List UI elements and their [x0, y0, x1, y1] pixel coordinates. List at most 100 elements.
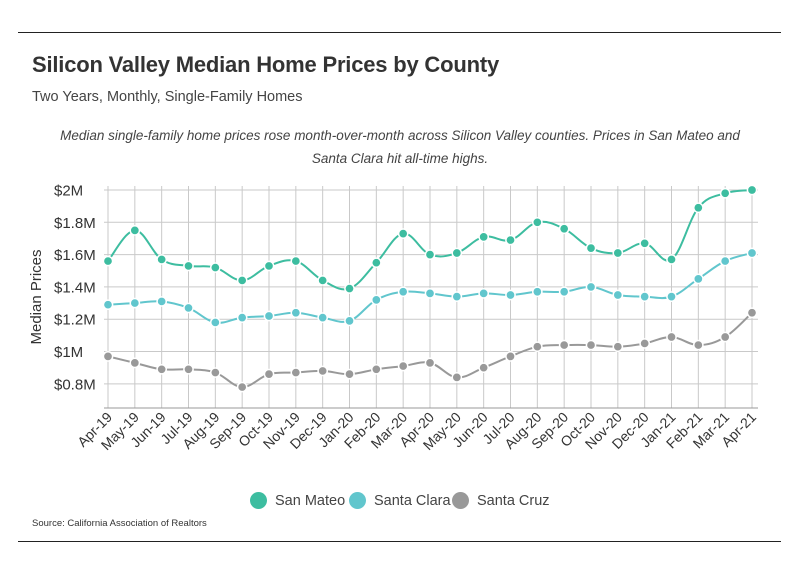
data-point-santa-cruz: [397, 360, 409, 372]
data-point-santa-clara: [397, 286, 409, 298]
data-point-santa-cruz: [263, 368, 275, 380]
data-point-santa-clara: [424, 288, 436, 299]
data-point-san-mateo: [424, 249, 436, 260]
y-tick-label: $1M: [54, 344, 83, 361]
data-point-san-mateo: [612, 247, 624, 259]
data-point-santa-clara: [451, 291, 463, 302]
data-point-santa-cruz: [156, 363, 168, 375]
data-point-santa-clara: [478, 288, 490, 299]
data-point-santa-cruz: [183, 363, 194, 375]
top-rule: [18, 32, 781, 33]
data-point-san-mateo: [102, 255, 114, 267]
data-point-san-mateo: [397, 228, 409, 239]
data-point-san-mateo: [129, 225, 141, 236]
data-point-san-mateo: [719, 187, 731, 199]
data-point-santa-clara: [344, 315, 355, 327]
data-point-santa-cruz: [236, 381, 248, 393]
data-point-san-mateo: [236, 275, 248, 286]
chart-description: Median single-family home prices rose mo…: [60, 128, 740, 166]
data-point-santa-cruz: [424, 357, 436, 369]
chart-subtitle: Two Years, Monthly, Single-Family Homes: [32, 89, 303, 105]
data-point-santa-clara: [236, 312, 248, 323]
y-tick-label: $0.8M: [54, 376, 96, 393]
y-tick-label: $2M: [54, 183, 83, 200]
data-point-santa-cruz: [719, 331, 731, 343]
legend: San Mateo Santa Clara Santa Cruz: [0, 492, 799, 514]
data-point-santa-cruz: [209, 367, 221, 378]
y-tick-label: $1.6M: [54, 247, 96, 264]
data-point-santa-clara: [129, 297, 141, 309]
data-point-santa-cruz: [585, 339, 597, 351]
data-point-santa-clara: [666, 291, 677, 302]
data-point-santa-cruz: [451, 372, 463, 383]
legend-swatch: [349, 492, 366, 509]
data-point-santa-clara: [639, 291, 651, 302]
data-point-santa-clara: [585, 281, 597, 293]
legend-swatch: [452, 492, 469, 509]
data-point-san-mateo: [531, 216, 543, 228]
data-point-san-mateo: [639, 237, 651, 249]
data-point-san-mateo: [505, 234, 516, 246]
data-point-santa-clara: [505, 289, 516, 301]
bottom-rule: [18, 541, 781, 542]
data-point-san-mateo: [585, 242, 597, 254]
data-point-santa-cruz: [370, 363, 382, 375]
data-point-san-mateo: [692, 202, 704, 214]
legend-swatch: [250, 492, 267, 509]
data-point-san-mateo: [183, 260, 194, 272]
data-point-santa-cruz: [344, 368, 355, 380]
data-point-santa-clara: [531, 286, 543, 298]
data-point-santa-cruz: [692, 339, 704, 351]
data-point-santa-clara: [183, 302, 194, 314]
data-point-santa-clara: [102, 299, 114, 311]
data-point-san-mateo: [370, 257, 382, 269]
data-point-santa-cruz: [558, 339, 570, 351]
data-point-san-mateo: [290, 255, 302, 267]
data-point-san-mateo: [478, 231, 490, 243]
data-point-santa-clara: [558, 286, 570, 298]
data-point-santa-clara: [263, 310, 275, 322]
data-point-santa-cruz: [505, 351, 516, 362]
legend-item: Santa Clara: [349, 492, 451, 509]
y-tick-label: $1.2M: [54, 312, 96, 329]
data-point-san-mateo: [317, 275, 329, 286]
data-point-santa-cruz: [746, 307, 758, 319]
y-axis-label: Median Prices: [28, 249, 45, 344]
data-point-santa-clara: [290, 307, 302, 319]
data-point-santa-cruz: [129, 357, 141, 369]
data-point-santa-cruz: [531, 341, 543, 353]
legend-label: Santa Cruz: [477, 492, 550, 509]
data-point-santa-clara: [209, 317, 221, 328]
data-point-san-mateo: [746, 184, 758, 196]
data-point-santa-clara: [719, 255, 731, 267]
data-point-san-mateo: [263, 260, 275, 272]
data-point-santa-cruz: [290, 367, 302, 378]
data-point-san-mateo: [451, 247, 463, 259]
data-point-santa-cruz: [102, 351, 114, 362]
data-point-santa-clara: [612, 289, 624, 301]
data-point-santa-cruz: [666, 331, 677, 343]
chart-title: Silicon Valley Median Home Prices by Cou…: [32, 52, 499, 77]
data-point-santa-clara: [370, 294, 382, 306]
data-point-santa-cruz: [317, 365, 329, 377]
data-point-san-mateo: [209, 262, 221, 273]
y-tick-label: $1.4M: [54, 279, 96, 296]
legend-label: San Mateo: [275, 492, 346, 509]
data-point-santa-clara: [692, 273, 704, 285]
data-point-san-mateo: [666, 254, 677, 265]
data-point-san-mateo: [156, 254, 168, 265]
legend-item: Santa Cruz: [452, 492, 550, 509]
data-point-santa-clara: [317, 312, 329, 323]
data-point-santa-cruz: [639, 338, 651, 349]
data-point-san-mateo: [558, 223, 570, 235]
data-point-santa-clara: [156, 296, 168, 307]
legend-item: San Mateo: [250, 492, 345, 509]
data-point-santa-cruz: [612, 341, 624, 353]
data-point-santa-cruz: [478, 362, 490, 374]
y-tick-label: $1.8M: [54, 215, 96, 232]
source-note: Source: California Association of Realto…: [32, 518, 207, 529]
data-point-san-mateo: [344, 283, 355, 294]
legend-label: Santa Clara: [374, 492, 451, 509]
data-point-santa-clara: [746, 247, 758, 259]
